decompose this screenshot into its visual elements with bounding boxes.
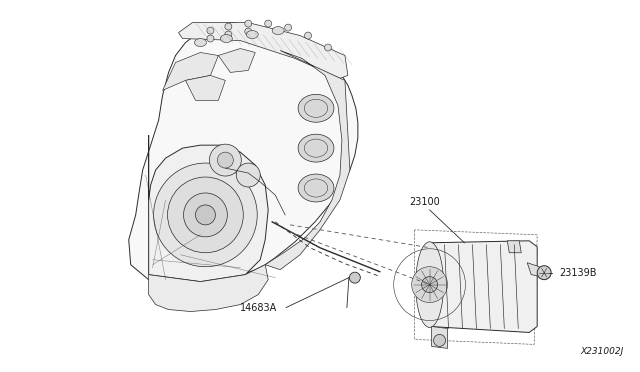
Ellipse shape [415, 242, 444, 327]
Circle shape [218, 152, 234, 168]
Polygon shape [186, 76, 225, 100]
Circle shape [265, 20, 272, 27]
Circle shape [209, 144, 241, 176]
Ellipse shape [220, 35, 232, 42]
Circle shape [225, 31, 232, 38]
Text: 23139B: 23139B [559, 268, 596, 278]
Polygon shape [179, 23, 348, 78]
Ellipse shape [298, 94, 334, 122]
Circle shape [324, 44, 332, 51]
Circle shape [433, 334, 445, 346]
Circle shape [195, 205, 216, 225]
Circle shape [349, 272, 360, 283]
Text: 23100: 23100 [409, 197, 440, 207]
Polygon shape [148, 265, 268, 311]
Text: X231002J: X231002J [580, 347, 624, 356]
Text: 14683A: 14683A [240, 302, 278, 312]
Ellipse shape [298, 174, 334, 202]
Ellipse shape [272, 26, 284, 35]
Circle shape [422, 277, 438, 293]
Circle shape [168, 177, 243, 253]
Circle shape [285, 24, 292, 31]
Polygon shape [218, 48, 255, 73]
Circle shape [207, 27, 214, 34]
Circle shape [207, 35, 214, 42]
Circle shape [244, 20, 252, 27]
Polygon shape [148, 135, 268, 282]
Circle shape [236, 163, 260, 187]
Polygon shape [508, 241, 521, 253]
Polygon shape [431, 327, 447, 349]
Polygon shape [527, 263, 542, 277]
Circle shape [305, 32, 312, 39]
Circle shape [154, 163, 257, 267]
Ellipse shape [195, 39, 207, 46]
Circle shape [225, 23, 232, 30]
Ellipse shape [246, 31, 258, 39]
Circle shape [184, 193, 227, 237]
Polygon shape [163, 52, 218, 90]
Polygon shape [429, 241, 537, 333]
Circle shape [537, 266, 551, 280]
Circle shape [412, 267, 447, 302]
Circle shape [244, 28, 252, 35]
Polygon shape [129, 23, 358, 280]
Ellipse shape [298, 134, 334, 162]
Polygon shape [265, 51, 350, 270]
